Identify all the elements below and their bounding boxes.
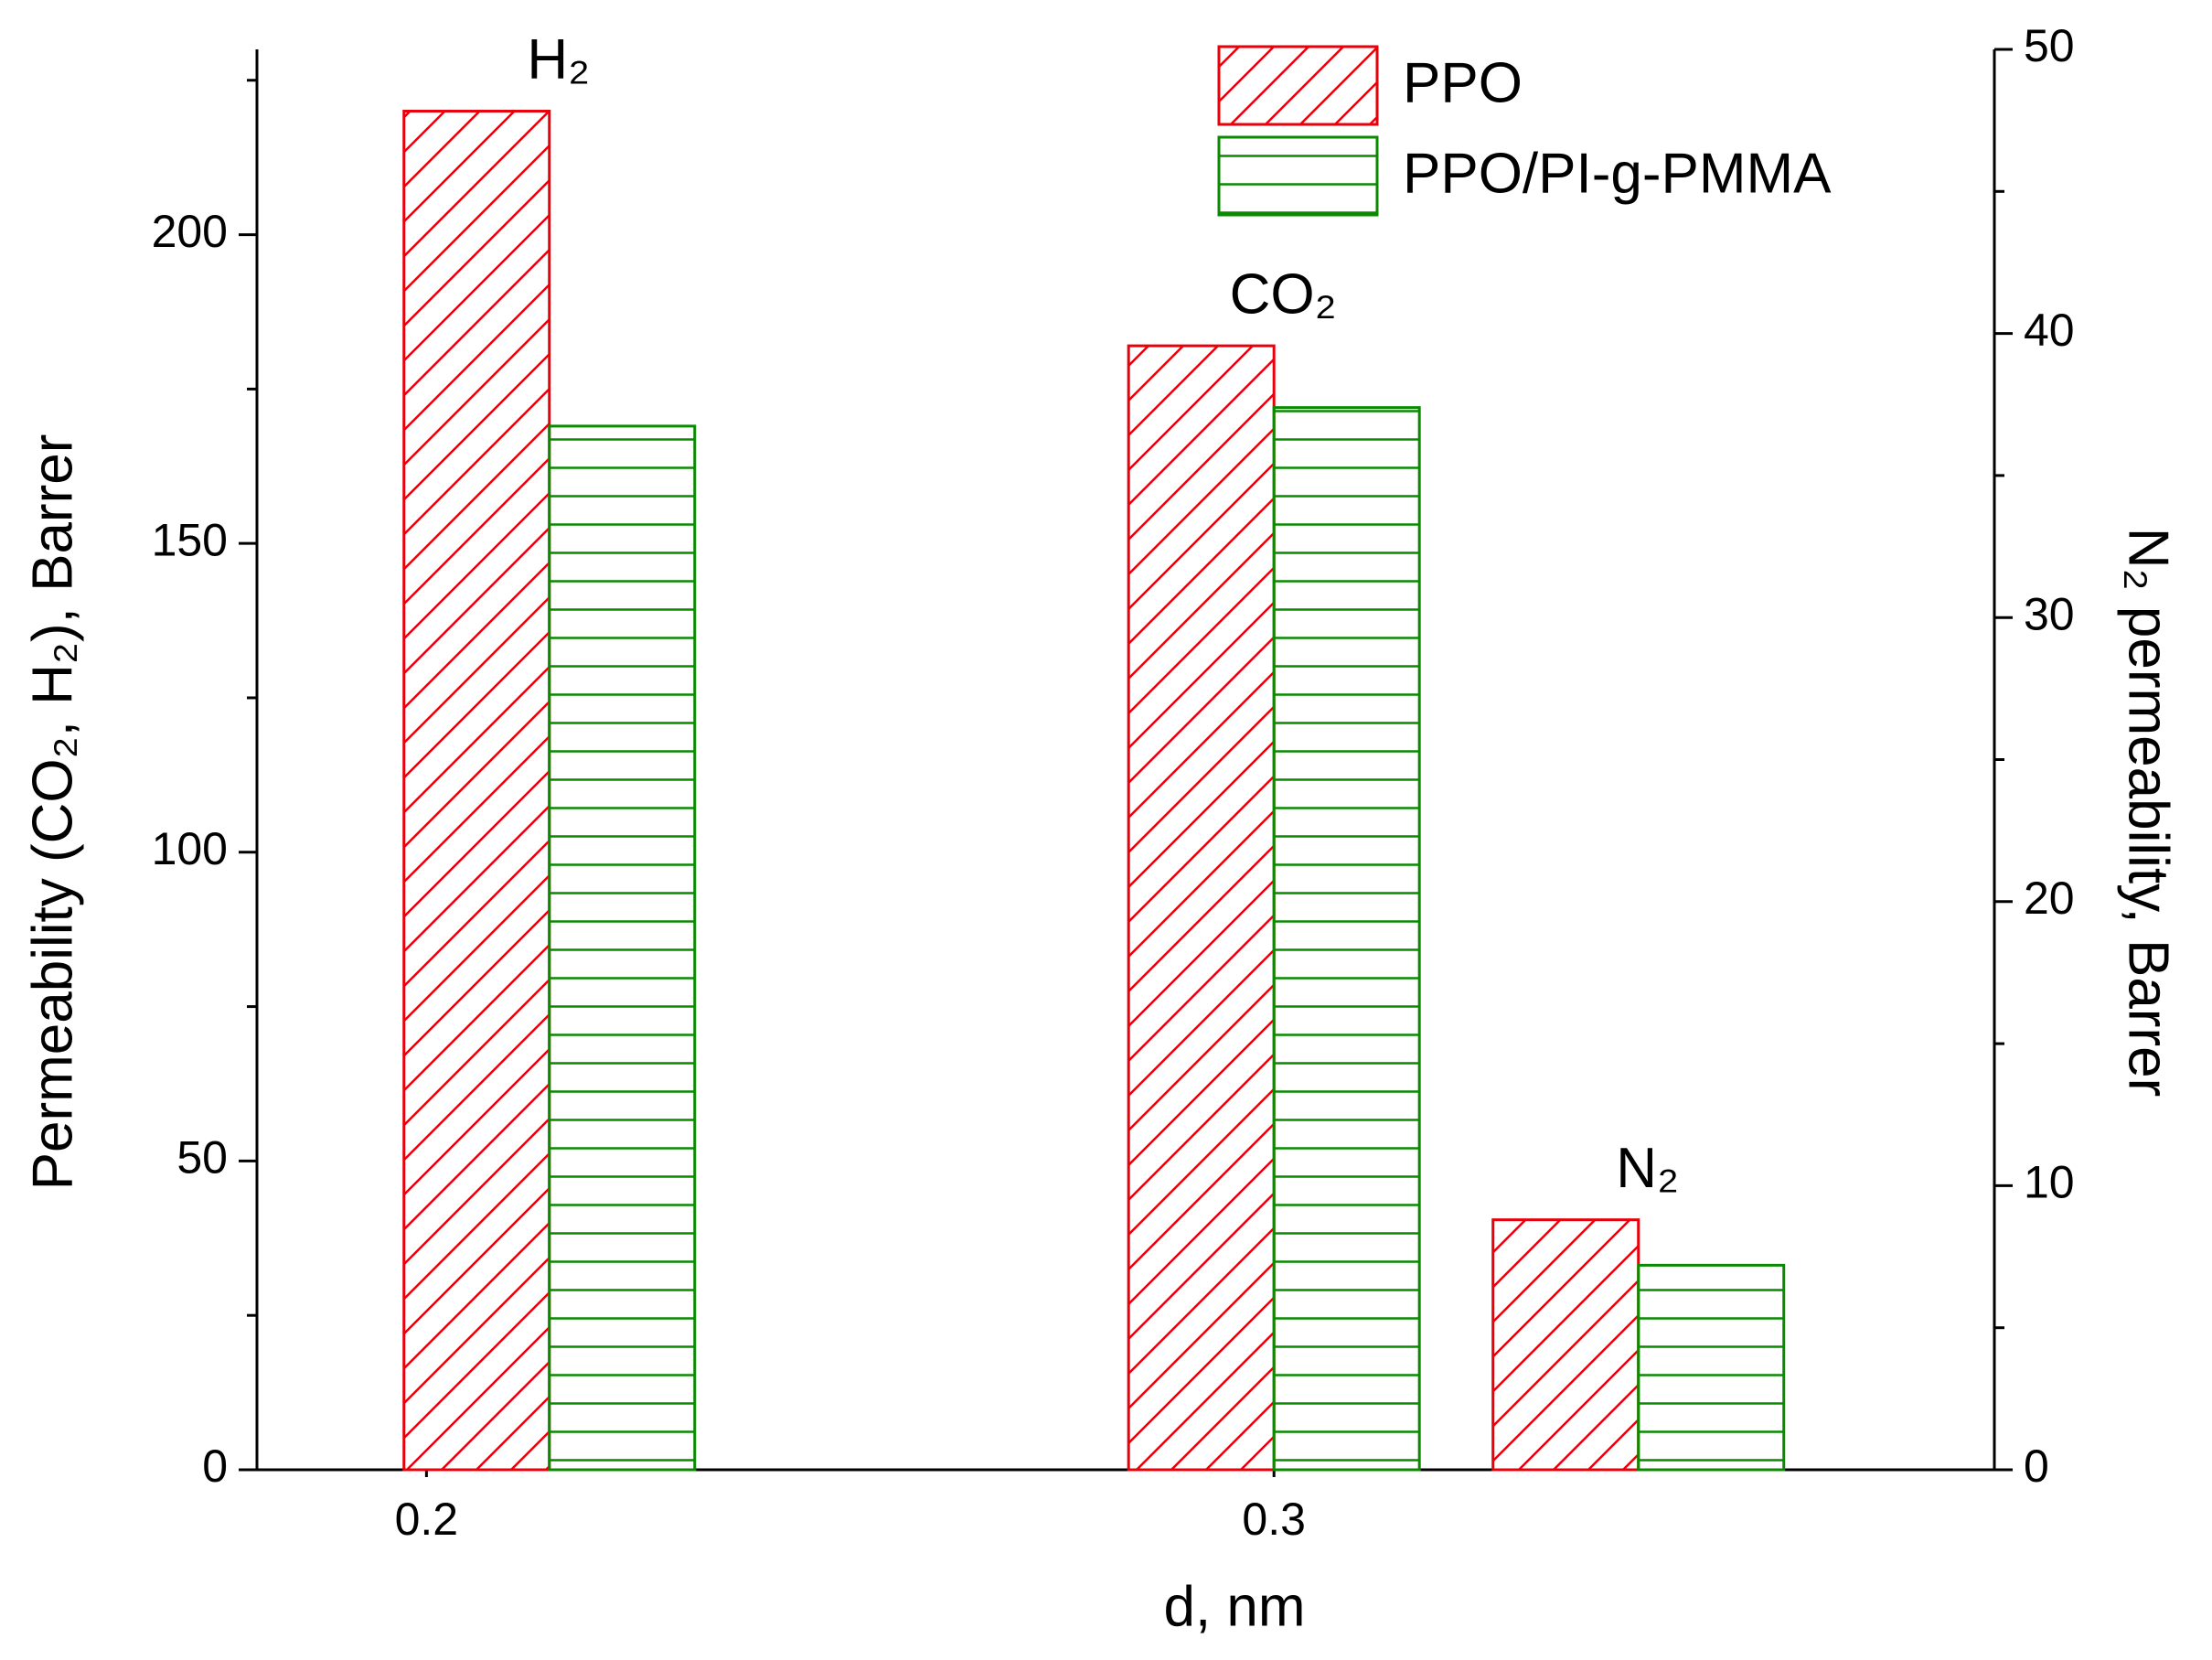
legend-label: PPO/PI-g-PMMA — [1403, 142, 1832, 205]
bar — [1127, 344, 1276, 1472]
y2-tick-label: 50 — [2024, 20, 2075, 71]
x-tick-label: 0.2 — [395, 1494, 459, 1545]
legend-swatch — [1217, 135, 1379, 217]
y-tick-label: 100 — [152, 823, 228, 874]
y2-tick-label: 40 — [2024, 305, 2075, 356]
bar — [1637, 1263, 1786, 1472]
legend-swatch — [1217, 45, 1379, 126]
gas-label: CO₂ — [1230, 262, 1337, 326]
y-tick-label: 150 — [152, 514, 228, 565]
gas-label: H₂ — [527, 28, 590, 91]
bar — [548, 424, 697, 1472]
bar — [1491, 1218, 1640, 1472]
x-tick-label: 0.3 — [1242, 1494, 1306, 1545]
y2-tick-label: 20 — [2024, 873, 2075, 924]
bar — [1272, 406, 1421, 1472]
y2-tick-label: 10 — [2024, 1157, 2075, 1208]
y-tick-label: 50 — [176, 1132, 228, 1183]
x-axis-label: d, nm — [1163, 1575, 1305, 1638]
legend-label: PPO — [1403, 51, 1523, 114]
y-tick-label: 200 — [152, 206, 228, 257]
y2-tick-label: 30 — [2024, 588, 2075, 639]
y2-axis-label: N₂ permeability, Barrer — [2117, 528, 2180, 1097]
bar — [402, 110, 551, 1472]
gas-label: N₂ — [1616, 1137, 1679, 1200]
y2-tick-label: 0 — [2024, 1440, 2049, 1492]
y-axis-label: Permeability (CO₂, H₂), Barrer — [21, 434, 84, 1191]
y-tick-label: 0 — [202, 1440, 228, 1492]
